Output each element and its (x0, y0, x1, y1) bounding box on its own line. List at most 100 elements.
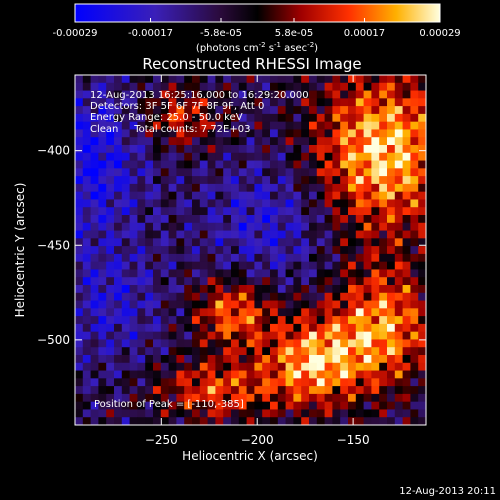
heatmap-cell (355, 207, 364, 216)
heatmap-cell (184, 339, 193, 348)
heatmap-cell (394, 401, 403, 410)
heatmap-cell (332, 253, 341, 263)
heatmap-cell (379, 137, 388, 146)
heatmap-cell (192, 308, 201, 317)
heatmap-cell (75, 386, 84, 395)
heatmap-cell (168, 176, 177, 185)
heatmap-cell (301, 378, 310, 387)
heatmap-cell (192, 323, 201, 333)
heatmap-cell (402, 316, 411, 325)
heatmap-cell (129, 308, 138, 317)
heatmap-cell (114, 370, 123, 379)
heatmap-cell (246, 269, 255, 278)
heatmap-cell (316, 246, 325, 255)
heatmap-cell (215, 160, 224, 169)
heatmap-cell (98, 269, 107, 278)
heatmap-cell (168, 207, 177, 216)
heatmap-cell (129, 316, 138, 325)
heatmap-cell (168, 152, 177, 161)
heatmap-cell (418, 362, 426, 371)
heatmap-cell (340, 401, 349, 410)
heatmap-cell (316, 145, 325, 154)
heatmap-cell (114, 347, 123, 356)
heatmap-cell (231, 269, 240, 278)
heatmap-cell (301, 292, 310, 301)
heatmap-cell (324, 347, 333, 356)
heatmap-cell (121, 378, 130, 387)
heatmap-cell (137, 160, 146, 169)
heatmap-cell (410, 238, 419, 247)
y-tick-label: −450 (37, 238, 70, 252)
heatmap-cell (394, 331, 403, 340)
heatmap-cell (106, 82, 115, 91)
heatmap-cell (129, 300, 138, 309)
heatmap-cell (363, 331, 372, 340)
heatmap-cell (160, 113, 169, 123)
heatmap-cell (285, 300, 294, 309)
heatmap-cell (262, 386, 271, 395)
heatmap-cell (316, 285, 325, 294)
heatmap-cell (324, 129, 333, 138)
heatmap-cell (129, 238, 138, 247)
heatmap-cell (355, 75, 364, 84)
heatmap-cell (192, 300, 201, 309)
heatmap-cell (145, 160, 154, 169)
heatmap-cell (418, 355, 426, 364)
heatmap-cell (246, 222, 255, 231)
heatmap-cell (215, 145, 224, 154)
heatmap-cell (277, 199, 286, 208)
heatmap-cell (285, 145, 294, 154)
heatmap-cell (254, 331, 263, 340)
heatmap-cell (340, 386, 349, 395)
heatmap-cell (90, 238, 99, 247)
heatmap-cell (410, 261, 419, 270)
heatmap-cell (75, 207, 84, 216)
heatmap-cell (394, 82, 403, 91)
heatmap-cell (75, 277, 84, 286)
heatmap-cell (153, 246, 162, 255)
heatmap-cell (277, 386, 286, 395)
heatmap-cell (153, 285, 162, 294)
heatmap-cell (348, 191, 357, 200)
heatmap-cell (394, 347, 403, 356)
heatmap-cell (340, 378, 349, 387)
heatmap-cell (176, 82, 185, 91)
heatmap-cell (82, 246, 91, 255)
heatmap-cell (301, 75, 310, 84)
heatmap-cell (246, 230, 255, 239)
heatmap-cell (254, 129, 263, 138)
heatmap-cell (293, 82, 302, 91)
heatmap-cell (176, 409, 185, 418)
heatmap-cell (262, 308, 271, 317)
heatmap-cell (246, 183, 255, 193)
heatmap-cell (348, 230, 357, 239)
heatmap-cell (262, 355, 271, 364)
heatmap-cell (160, 137, 169, 146)
heatmap-cell (293, 253, 302, 263)
heatmap-cell (121, 246, 130, 255)
heatmap-cell (121, 331, 130, 340)
heatmap-cell (121, 339, 130, 348)
heatmap-cell (75, 261, 84, 270)
heatmap-cell (371, 386, 380, 395)
heatmap-cell (410, 129, 419, 138)
heatmap-cell (363, 370, 372, 379)
heatmap-cell (137, 253, 146, 263)
heatmap-cell (145, 145, 154, 154)
heatmap-cell (199, 176, 208, 185)
heatmap-cell (82, 222, 91, 231)
heatmap-cell (75, 137, 84, 146)
heatmap-cell (379, 75, 388, 84)
heatmap-cell (160, 129, 169, 138)
heatmap-cell (98, 393, 107, 403)
heatmap-cell (121, 137, 130, 146)
heatmap-cell (332, 238, 341, 247)
heatmap-cell (153, 347, 162, 356)
heatmap-cell (199, 339, 208, 348)
peak-position-label: Position of Peak = [-110,-385] (94, 399, 244, 410)
heatmap-cell (114, 191, 123, 200)
heatmap-cell (215, 308, 224, 317)
heatmap-cell (387, 355, 396, 364)
heatmap-cell (75, 113, 84, 123)
heatmap-cell (199, 191, 208, 200)
